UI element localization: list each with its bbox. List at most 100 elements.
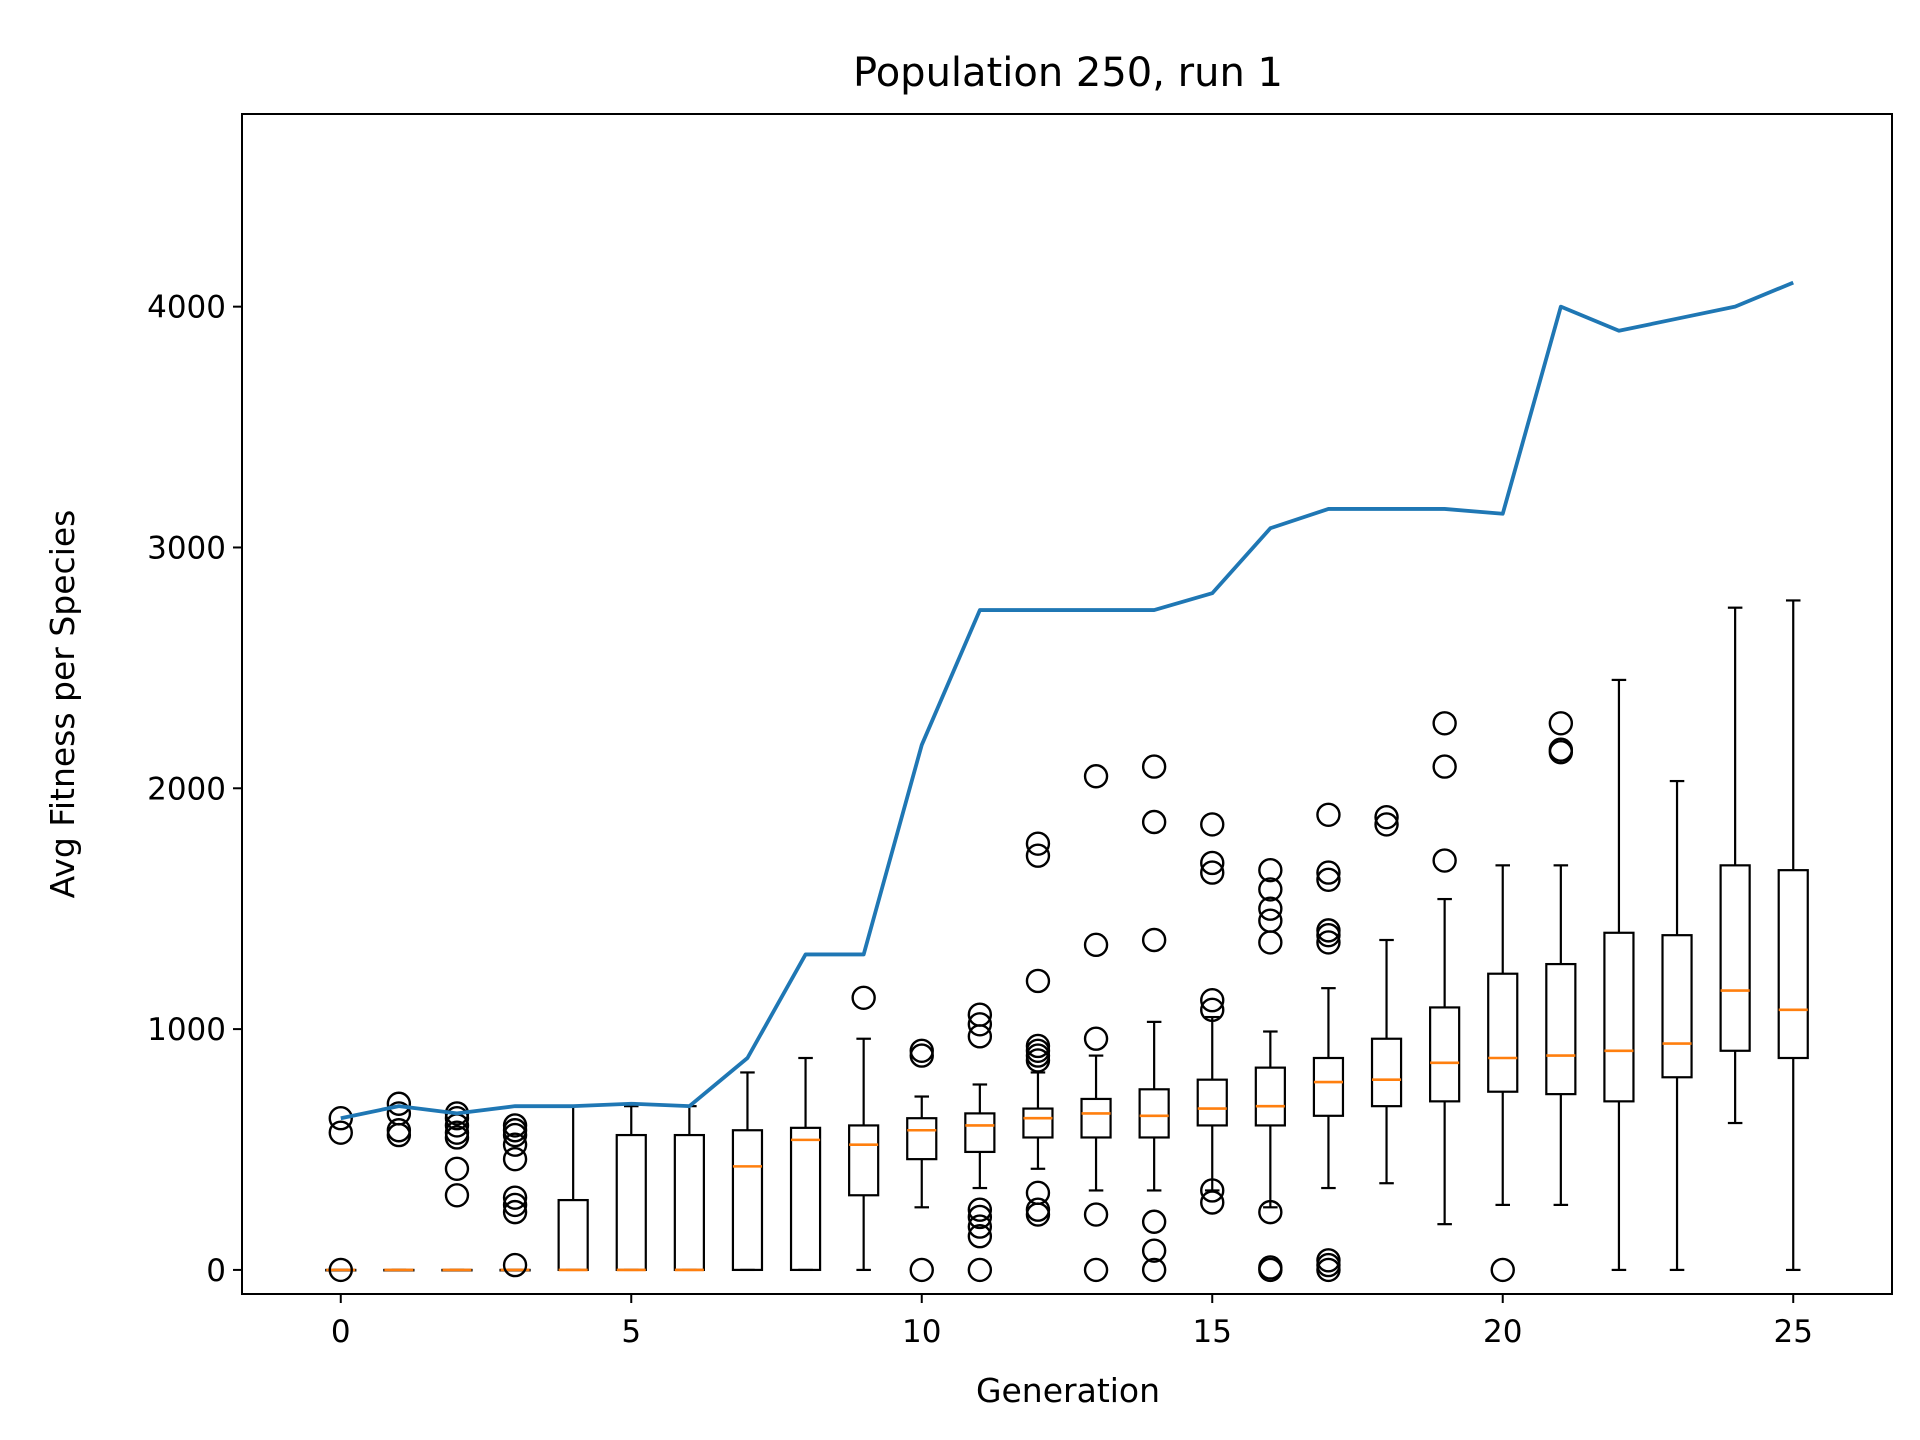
outlier-point bbox=[1316, 1248, 1341, 1273]
outlier-point bbox=[1432, 848, 1457, 873]
outlier-point bbox=[444, 1120, 470, 1145]
outlier-point bbox=[1258, 1199, 1283, 1225]
y-tick-label: 1000 bbox=[147, 1012, 226, 1048]
chart-title: Population 250, run 1 bbox=[853, 50, 1283, 96]
plot-area bbox=[325, 280, 1809, 1283]
outlier-point bbox=[851, 985, 876, 1010]
box-gen-7 bbox=[731, 1071, 764, 1272]
outlier-point bbox=[444, 1156, 470, 1181]
outlier-point bbox=[1141, 1257, 1167, 1283]
axes-frame bbox=[241, 113, 1893, 1295]
outlier-point bbox=[1316, 867, 1341, 892]
x-tick-label: 0 bbox=[331, 1314, 351, 1350]
outlier-point bbox=[1025, 843, 1051, 868]
series-line bbox=[340, 280, 1794, 1121]
x-tick-label: 10 bbox=[902, 1314, 941, 1350]
x-tick-label: 5 bbox=[621, 1314, 641, 1350]
outlier-point bbox=[1258, 908, 1283, 933]
box-iqr bbox=[1196, 1078, 1228, 1127]
x-axis-label: Generation bbox=[976, 1371, 1160, 1410]
outlier-point bbox=[1083, 1257, 1109, 1283]
outlier-point bbox=[1374, 812, 1399, 837]
box-gen-13 bbox=[1080, 764, 1112, 1283]
box-iqr bbox=[1661, 934, 1693, 1079]
outlier-point bbox=[1083, 932, 1109, 958]
outlier-point bbox=[502, 1199, 528, 1225]
outlier-point bbox=[1548, 711, 1574, 736]
box-gen-25 bbox=[1777, 599, 1809, 1272]
y-tick-label: 2000 bbox=[147, 771, 226, 807]
outlier-point bbox=[1316, 860, 1341, 885]
x-tick-label: 25 bbox=[1774, 1314, 1813, 1350]
box-gen-0 bbox=[325, 1106, 357, 1283]
box-gen-3 bbox=[499, 1113, 531, 1278]
outlier-point bbox=[1083, 1026, 1109, 1051]
outlier-point bbox=[502, 1192, 528, 1218]
box-gen-9 bbox=[848, 985, 880, 1272]
box-gen-1 bbox=[383, 1091, 415, 1272]
outlier-point bbox=[967, 1214, 993, 1239]
outlier-point bbox=[1200, 860, 1225, 885]
y-axis: 0 1000 2000 3000 4000 bbox=[147, 290, 242, 1289]
outlier-point bbox=[1141, 809, 1167, 835]
box-iqr bbox=[731, 1129, 764, 1272]
box-iqr bbox=[1370, 1037, 1403, 1108]
outlier-point bbox=[1258, 896, 1283, 921]
outlier-point bbox=[909, 1038, 934, 1063]
x-tick-label: 20 bbox=[1483, 1314, 1522, 1350]
outlier-point bbox=[967, 1012, 993, 1037]
outlier-point bbox=[1141, 927, 1167, 953]
box-gen-23 bbox=[1661, 779, 1693, 1272]
outlier-point bbox=[1025, 968, 1051, 994]
outlier-point bbox=[1432, 754, 1457, 779]
box-iqr bbox=[1777, 869, 1809, 1060]
box-iqr bbox=[1138, 1088, 1170, 1139]
outlier-point bbox=[1316, 918, 1341, 943]
box-iqr bbox=[848, 1124, 880, 1197]
box-iqr bbox=[1487, 972, 1519, 1093]
box-iqr bbox=[1603, 931, 1635, 1103]
box-iqr bbox=[1022, 1107, 1054, 1139]
outlier-point bbox=[386, 1101, 412, 1126]
box-iqr bbox=[964, 1112, 996, 1154]
box-iqr bbox=[1254, 1066, 1286, 1127]
outlier-point bbox=[328, 1106, 353, 1131]
outlier-point bbox=[1141, 1209, 1167, 1234]
box-gen-17 bbox=[1312, 802, 1345, 1283]
outlier-point bbox=[502, 1252, 528, 1278]
y-tick-label: 4000 bbox=[147, 290, 226, 326]
outlier-point bbox=[1374, 804, 1399, 830]
outlier-point bbox=[1258, 877, 1283, 902]
outlier-point bbox=[1432, 711, 1457, 736]
outlier-point bbox=[386, 1091, 412, 1116]
outlier-point bbox=[1141, 754, 1167, 779]
outlier-point bbox=[1258, 1255, 1283, 1280]
outlier-point bbox=[909, 1257, 934, 1283]
outlier-point bbox=[967, 1197, 993, 1222]
y-tick-label: 3000 bbox=[147, 530, 226, 566]
outlier-point bbox=[328, 1120, 353, 1145]
outlier-point bbox=[1200, 997, 1225, 1023]
box-gen-19 bbox=[1429, 711, 1461, 1226]
outlier-point bbox=[1200, 1190, 1225, 1215]
box-gen-21 bbox=[1545, 711, 1577, 1206]
box-iqr bbox=[1429, 1006, 1461, 1103]
outlier-point bbox=[967, 1257, 993, 1283]
outlier-point bbox=[1200, 850, 1225, 876]
outlier-point bbox=[1548, 737, 1574, 762]
box-gen-5 bbox=[615, 1105, 647, 1272]
box-gen-20 bbox=[1487, 864, 1519, 1283]
outlier-point bbox=[1200, 988, 1225, 1013]
outlier-point bbox=[1083, 764, 1109, 789]
outlier-point bbox=[328, 1257, 353, 1283]
box-gen-8 bbox=[789, 1056, 822, 1272]
box-gen-10 bbox=[906, 1038, 938, 1283]
box-gen-18 bbox=[1370, 804, 1403, 1185]
outlier-point bbox=[1025, 1033, 1051, 1059]
outlier-point bbox=[1316, 802, 1341, 827]
outlier-point bbox=[444, 1183, 470, 1208]
outlier-point bbox=[1316, 930, 1341, 955]
outlier-point bbox=[1025, 1197, 1051, 1222]
